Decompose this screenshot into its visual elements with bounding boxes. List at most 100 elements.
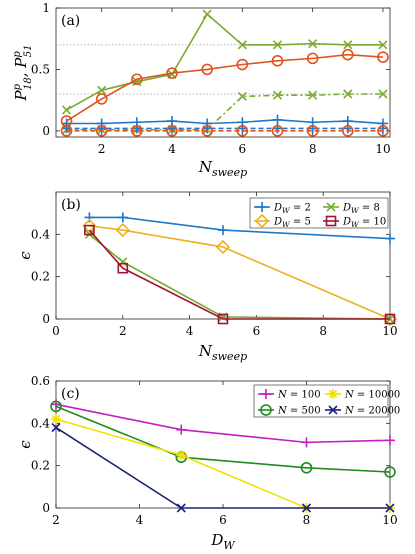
legend-swatch-marker	[326, 202, 336, 212]
data-point	[97, 85, 107, 95]
legend-box	[253, 384, 389, 418]
data-point	[237, 91, 247, 102]
data-point	[61, 105, 72, 115]
series-line	[89, 225, 391, 320]
legend-label: N = 500	[277, 406, 321, 417]
data-point	[308, 39, 318, 49]
x-tick-label: 8	[319, 324, 327, 338]
y-tick-label: 0	[42, 124, 50, 138]
data-point	[272, 114, 283, 125]
legend-entry: DW = 2	[254, 202, 311, 215]
data-point	[236, 58, 249, 71]
data-point	[301, 503, 312, 513]
series-line	[66, 93, 383, 131]
legend-entry: N = 10000	[325, 389, 400, 401]
series-1	[61, 114, 388, 129]
legend: DW = 2DW = 5 DW = 8 DW = 10	[249, 197, 389, 230]
series-line	[88, 233, 391, 320]
series-line	[66, 53, 384, 122]
data-point	[202, 9, 212, 19]
data-point	[385, 503, 395, 513]
x-tick-label: 8	[309, 142, 317, 156]
x-tick-label: 4	[168, 142, 176, 156]
y-tick-label: 0.5	[31, 62, 50, 76]
y-tick-label: 1	[42, 1, 50, 15]
x-axis-label: Nsweep	[198, 342, 247, 363]
legend-swatch-marker	[328, 405, 338, 415]
x-tick-label: 6	[253, 324, 261, 338]
series-2	[61, 9, 388, 115]
data-point	[218, 225, 228, 236]
data-point	[131, 73, 143, 86]
series-line	[88, 229, 390, 320]
legend-label: N = 100	[277, 390, 321, 401]
data-point	[95, 125, 108, 137]
data-point	[201, 63, 213, 76]
legend-entry: N = 20000	[325, 405, 400, 417]
data-point	[271, 55, 284, 67]
data-point	[272, 90, 283, 100]
series-2	[50, 400, 396, 478]
series-3	[84, 229, 395, 324]
data-point	[306, 125, 319, 137]
series-4	[61, 89, 388, 135]
legend-box	[249, 197, 389, 229]
data-point	[51, 414, 61, 425]
data-point	[342, 48, 354, 61]
data-point	[377, 51, 389, 63]
legend-label: N = 20000	[344, 406, 400, 417]
data-point	[301, 437, 312, 448]
series-line	[55, 405, 391, 473]
x-tick-label: 2	[52, 513, 60, 527]
legend: N = 100 N = 500 N = 10000 N = 20000	[253, 384, 400, 418]
series-line	[66, 12, 383, 111]
panel-a: 2 4 6 8 10 0 0.5 1 (a) Nsweep Pp18, Pp51	[12, 1, 391, 179]
data-point	[50, 400, 62, 413]
legend-entry: DW = 8	[323, 202, 380, 215]
legend-entry: N = 100	[258, 389, 321, 401]
data-point	[176, 503, 186, 513]
legend-entry: DW = 5	[254, 213, 311, 229]
y-tick-label: 0.4	[31, 227, 50, 241]
axes-box	[55, 7, 391, 138]
data-point	[385, 233, 395, 244]
legend-label: N = 10000	[344, 390, 400, 401]
data-point	[342, 125, 354, 137]
data-point	[384, 313, 396, 325]
data-point	[95, 93, 108, 105]
data-point	[385, 435, 395, 446]
series-line	[55, 403, 391, 444]
series-6	[60, 125, 389, 137]
data-point	[308, 90, 318, 100]
legend-label: DW = 2	[273, 203, 311, 216]
legend-label: DW = 10	[342, 217, 386, 230]
y-tick-label: 0.4	[31, 416, 50, 430]
legend-entry: N = 500	[258, 404, 321, 417]
data-point	[384, 466, 396, 478]
panel-label: (a)	[61, 13, 80, 29]
series-line	[55, 418, 390, 509]
data-point	[378, 89, 388, 99]
y-axis-label: ϵ	[16, 251, 34, 260]
data-point	[236, 125, 249, 137]
x-tick-label: 6	[239, 142, 247, 156]
data-point	[201, 125, 213, 137]
data-point	[272, 40, 283, 50]
series-4	[51, 423, 395, 513]
data-point	[378, 40, 388, 50]
legend-swatch-marker	[325, 215, 337, 227]
legend-swatch-marker	[257, 202, 267, 212]
data-point	[51, 423, 61, 433]
x-tick-label: 10	[375, 142, 390, 156]
x-tick-label: 4	[186, 324, 194, 338]
x-tick-label: 2	[119, 324, 127, 338]
data-point	[215, 239, 231, 255]
series-1	[51, 399, 395, 448]
x-tick-label: 0	[52, 324, 60, 338]
data-point	[343, 40, 353, 50]
data-point	[117, 212, 128, 223]
data-point	[84, 224, 95, 236]
